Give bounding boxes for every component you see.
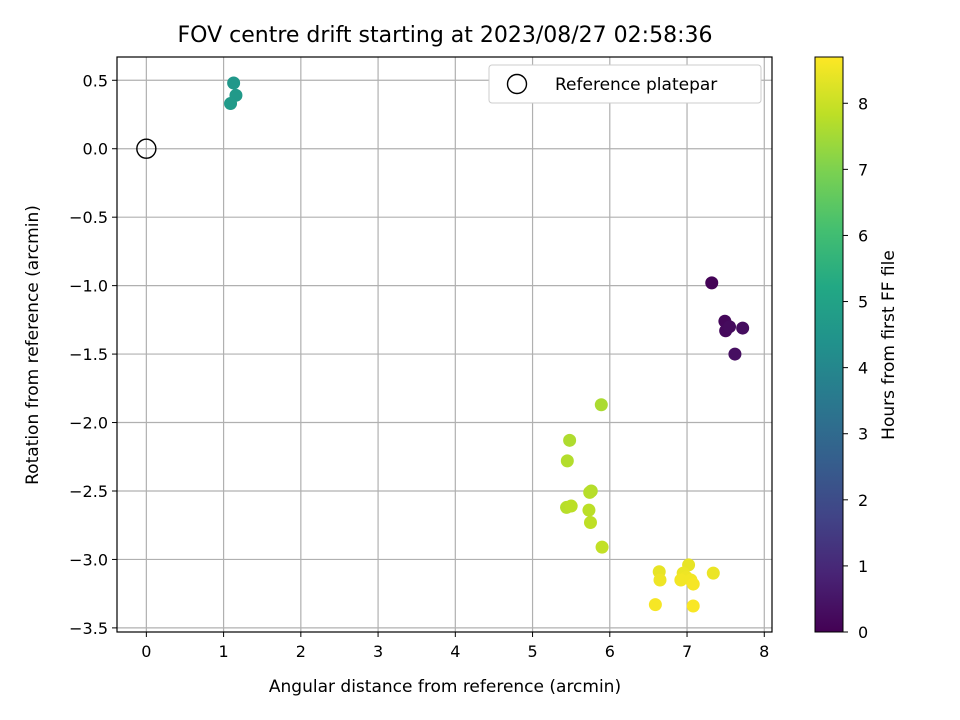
colorbar-tick-label: 4 [858, 359, 868, 378]
y-tick-label: −3.5 [69, 619, 108, 638]
colorbar-tick-label: 5 [858, 293, 868, 312]
colorbar-ticks: 0 1 2 3 4 5 6 7 8 [843, 94, 868, 642]
colorbar-tick-label: 0 [858, 623, 868, 642]
scatter-point [563, 433, 577, 447]
x-tick-label: 6 [605, 642, 615, 661]
legend-marker [506, 73, 528, 95]
y-axis-label: Rotation from reference (arcmin) [23, 205, 43, 485]
scatter-point [706, 566, 720, 580]
colorbar-tick-label: 8 [858, 94, 868, 113]
colorbar-tick-label: 1 [858, 557, 868, 576]
x-tick-label: 3 [373, 642, 383, 661]
y-tick-label: −1.5 [69, 345, 108, 364]
reference-point-marker [136, 138, 157, 159]
colorbar-tick-label: 6 [858, 226, 868, 245]
scatter-point [583, 515, 597, 529]
scatter-point [224, 97, 238, 111]
scatter-point [594, 398, 608, 412]
x-tick-label: 7 [682, 642, 692, 661]
y-tick-label: −3.0 [69, 550, 108, 569]
scatter-point [583, 485, 597, 499]
y-tick-label: 0.5 [83, 71, 108, 90]
colorbar-tick-label: 3 [858, 425, 868, 444]
x-tick-label: 2 [296, 642, 306, 661]
scatter-point [736, 321, 750, 335]
scatter-point [705, 276, 719, 290]
y-tick-label: 0.0 [83, 140, 108, 159]
x-tick-label: 4 [450, 642, 460, 661]
scatter-point [564, 499, 578, 513]
colorbar-label: Hours from first FF file [879, 250, 899, 440]
scatter-point [227, 76, 241, 90]
legend-box [488, 64, 762, 104]
scatter-point [648, 598, 662, 612]
plot-frame [116, 56, 773, 633]
x-tick-label: 1 [218, 642, 228, 661]
colorbar-tick-label: 2 [858, 491, 868, 510]
chart-title: FOV centre drift starting at 2023/08/27 … [178, 23, 713, 48]
x-axis-label: Angular distance from reference (arcmin) [269, 677, 621, 697]
colorbar-tick-label: 7 [858, 160, 868, 179]
x-tick-label: 5 [527, 642, 537, 661]
y-tick-label: −2.5 [69, 482, 108, 501]
y-tick-label: −2.0 [69, 414, 108, 433]
y-tick-label: −1.0 [69, 277, 108, 296]
x-tick-label: 8 [759, 642, 769, 661]
ticks: 0 1 2 3 4 5 6 7 8 0.5 0.0 −0.5 −1.0 −1.5 −2.0 −2.5 −3.0 −… [69, 71, 769, 661]
scatter-point [674, 573, 688, 587]
y-tick-label: −0.5 [69, 208, 108, 227]
colorbar-gradient [814, 56, 844, 633]
scatter-point [560, 454, 574, 468]
legend: Reference platepar [488, 64, 762, 104]
x-tick-label: 0 [141, 642, 151, 661]
scatter-point [582, 503, 596, 517]
scatter-point [686, 599, 700, 613]
scatter-point [686, 577, 700, 591]
scatter-point [728, 347, 742, 361]
scatter-point [595, 540, 609, 554]
grid [117, 57, 772, 632]
data-points [136, 76, 750, 613]
scatter-point [653, 573, 667, 587]
legend-label: Reference platepar [555, 75, 717, 95]
colorbar: 0 1 2 3 4 5 6 7 8 Hours from first FF file [814, 56, 899, 642]
scatter-point [723, 320, 737, 334]
